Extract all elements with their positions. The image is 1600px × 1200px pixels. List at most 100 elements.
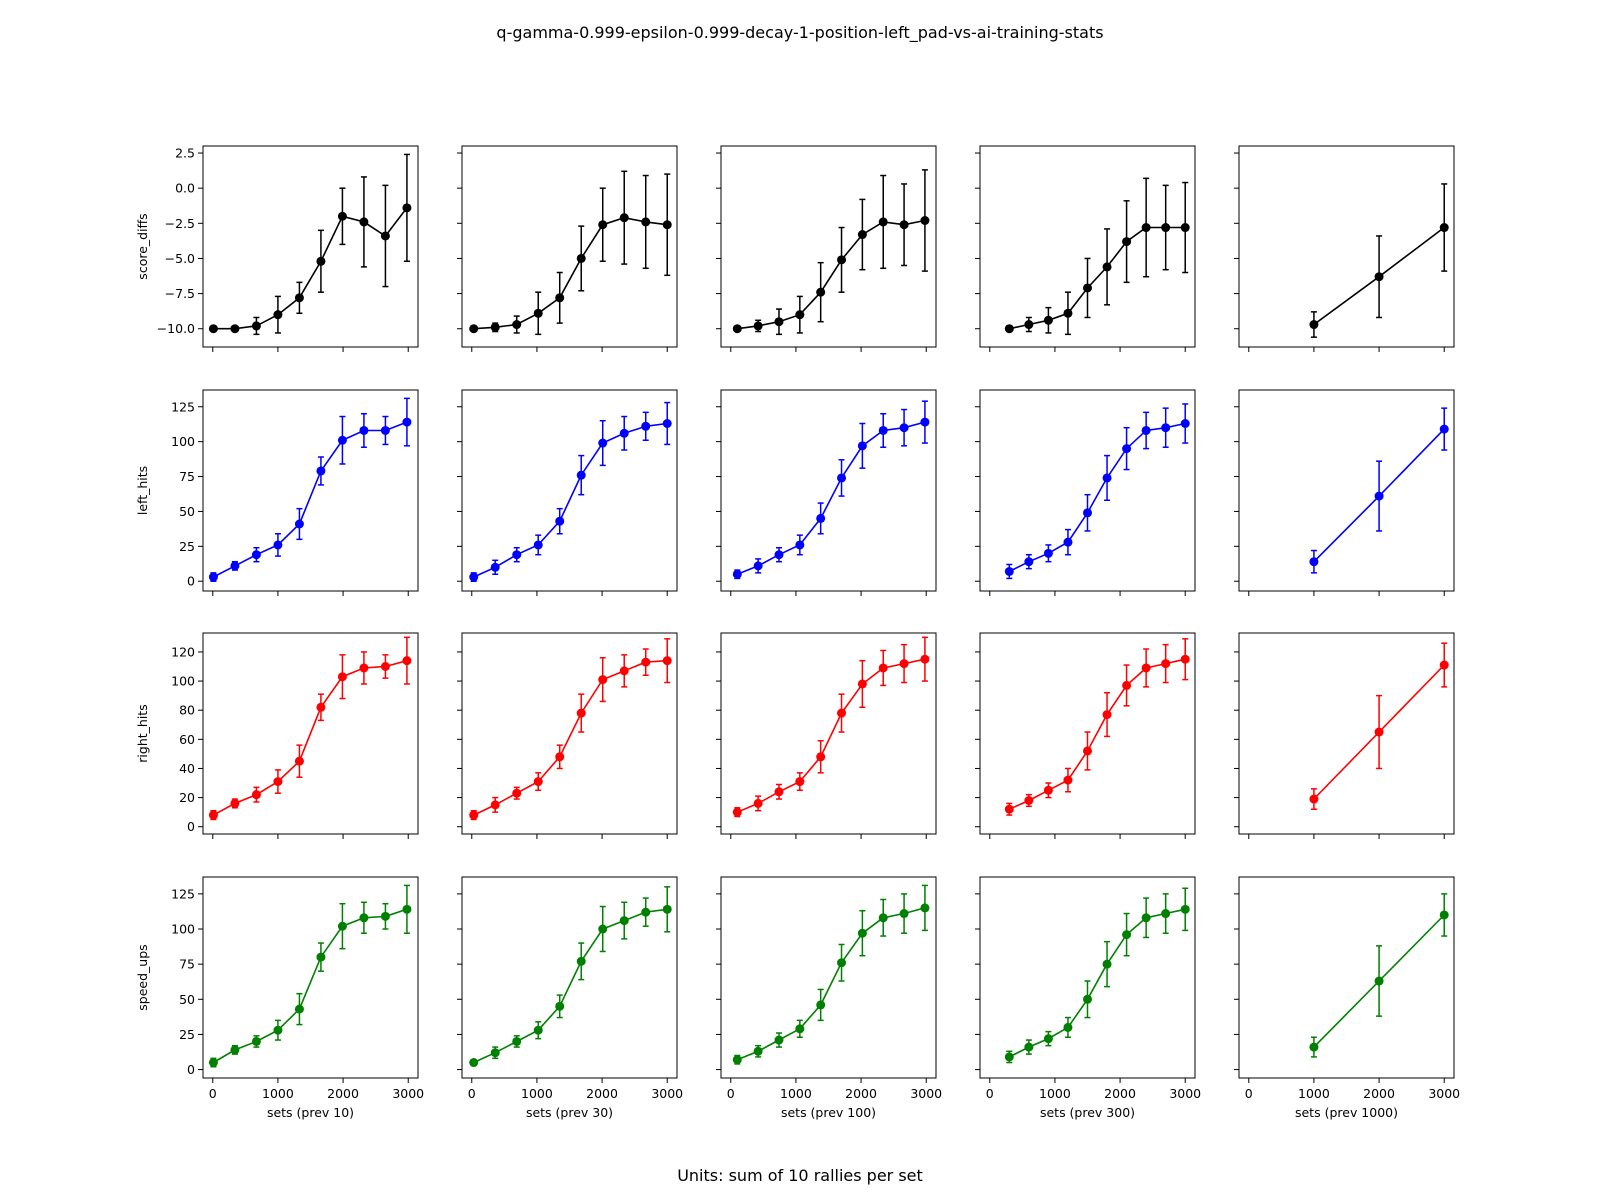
axes-frame (979, 145, 1196, 348)
x-tick-label: 2000 (1363, 1086, 1395, 1101)
data-point (359, 425, 369, 435)
data-point (920, 654, 930, 664)
data-point (1141, 425, 1151, 435)
data-point (598, 675, 608, 685)
data-point (1374, 976, 1384, 986)
panel-right_hits-col1: 0 20 40 60 80 100 120 (171, 632, 419, 839)
ylabel-left_hits: left_hits (135, 466, 150, 515)
data-point (598, 438, 608, 448)
data-point (380, 911, 390, 921)
data-point (230, 324, 240, 334)
data-point (469, 810, 479, 820)
speed_ups-series-line (737, 907, 926, 1061)
data-point (1180, 419, 1190, 428)
x-tick-label: 2000 (586, 1086, 618, 1101)
x-tick-label: 0 (1245, 1086, 1253, 1101)
data-point (1122, 930, 1132, 940)
data-point (1083, 508, 1092, 518)
x-tick-label: 3000 (651, 1086, 683, 1101)
data-point (555, 516, 565, 526)
left_hits-series-line (473, 422, 668, 578)
data-point (555, 293, 565, 303)
y-tick-label: 0 (187, 1062, 195, 1077)
panel-speed_ups-col2: 0 1000 2000 3000 sets (prev 30) (457, 876, 683, 1120)
y-tick-label: 75 (179, 957, 195, 972)
data-point (402, 656, 412, 666)
data-point (316, 702, 326, 712)
data-point (857, 928, 867, 938)
speed_ups-series-line (212, 908, 408, 1064)
data-point (208, 572, 218, 582)
data-point (816, 752, 826, 762)
data-point (1043, 548, 1053, 558)
data-point (837, 958, 847, 968)
data-point (512, 788, 522, 798)
x-tick-label: 2000 (1104, 1086, 1136, 1101)
data-point (1122, 444, 1132, 454)
data-point (1374, 272, 1384, 282)
data-point (795, 777, 805, 787)
left_hits-series-line (1008, 422, 1186, 573)
y-tick-label: 100 (171, 674, 195, 689)
data-point (251, 790, 261, 800)
data-point (1083, 746, 1092, 756)
data-point (732, 807, 742, 817)
data-point (1043, 785, 1053, 795)
axes-frame (979, 876, 1196, 1079)
score_diffs-series-line (473, 216, 668, 330)
y-tick-label: 80 (179, 703, 195, 718)
data-point (230, 798, 240, 808)
x-tick-label: 2000 (845, 1086, 877, 1101)
data-point (920, 903, 930, 913)
axes-frame (202, 632, 419, 835)
data-point (920, 215, 930, 225)
data-point (359, 217, 369, 227)
data-point (641, 907, 651, 917)
data-point (1161, 909, 1171, 919)
data-point (1102, 710, 1112, 720)
data-point (1161, 423, 1171, 433)
data-point (1439, 424, 1449, 434)
right_hits-series-line (473, 659, 668, 816)
data-point (469, 1058, 479, 1068)
data-point (619, 213, 629, 223)
panel-right_hits-col3 (716, 632, 937, 839)
data-point (380, 662, 390, 671)
axes-frame (202, 876, 419, 1079)
y-tick-label: 0 (187, 574, 195, 589)
axes-frame (1238, 632, 1455, 835)
data-point (1374, 727, 1384, 737)
data-point (316, 256, 326, 266)
data-point (1122, 680, 1132, 690)
y-tick-label: 50 (179, 504, 195, 519)
data-point (359, 913, 369, 923)
data-point (512, 1036, 522, 1046)
figure-footnote: Units: sum of 10 rallies per set (677, 1166, 923, 1185)
data-point (837, 708, 847, 718)
y-tick-label: 100 (171, 434, 195, 449)
axes-frame (979, 632, 1196, 835)
data-point (753, 798, 763, 808)
data-point (533, 777, 543, 787)
panel-left_hits-col4 (975, 389, 1196, 596)
data-point (732, 1055, 742, 1065)
data-point (857, 679, 867, 689)
data-point (641, 217, 651, 227)
data-point (774, 317, 784, 327)
data-point (1004, 1052, 1014, 1062)
data-point (816, 513, 826, 523)
axes-frame (1238, 876, 1455, 1079)
right_hits-series-line (1008, 658, 1186, 810)
data-point (899, 220, 909, 230)
data-point (1439, 910, 1449, 920)
data-point (1309, 320, 1319, 330)
data-point (753, 561, 763, 571)
panel-speed_ups-col4: 0 1000 2000 3000 sets (prev 300) (975, 876, 1201, 1120)
panel-right_hits-col2 (457, 632, 678, 839)
data-point (512, 320, 522, 330)
y-tick-label: −10.0 (157, 321, 195, 336)
y-tick-label: 120 (171, 644, 195, 659)
xlabel-col3: sets (prev 100) (781, 1105, 876, 1120)
data-point (795, 310, 805, 320)
